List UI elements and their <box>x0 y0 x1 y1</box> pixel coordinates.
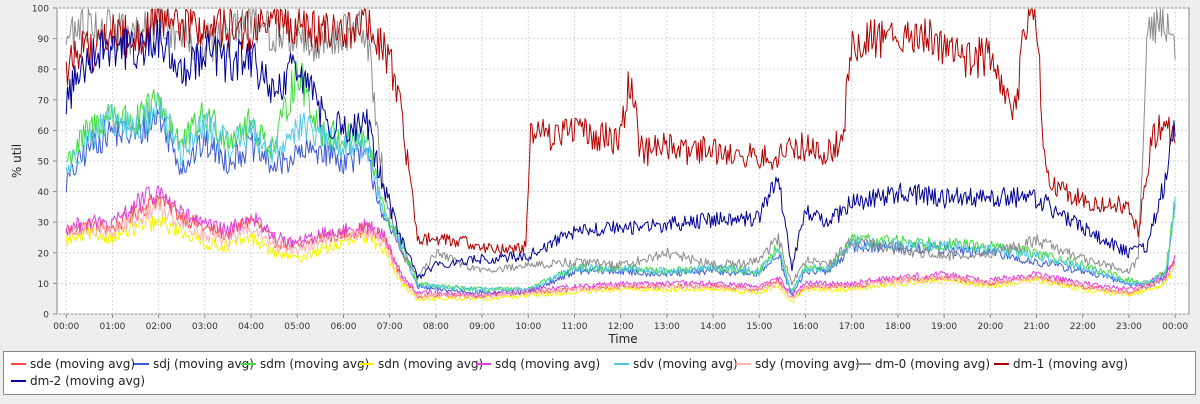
x-tick-label: 05:00 <box>284 322 310 332</box>
series-line-6 <box>65 94 1176 294</box>
x-tick-label: 16:00 <box>793 322 819 332</box>
x-tick-label: 19:00 <box>931 322 957 332</box>
legend-label: sdn (moving avg) <box>378 357 484 371</box>
y-tick-label: 50 <box>38 158 50 168</box>
grid-lines <box>57 7 1189 315</box>
legend-label: sdv (moving avg) <box>633 357 738 371</box>
y-tick-label: 80 <box>38 66 50 76</box>
series-layer <box>65 8 1176 304</box>
legend-swatch <box>134 363 149 365</box>
x-tick-label: 13:00 <box>654 322 680 332</box>
y-tick-label: 0 <box>43 311 49 321</box>
x-tick-label: 01:00 <box>99 322 125 332</box>
x-tick-label: 20:00 <box>977 322 1003 332</box>
axes: 0 10 20 30 40 50 60 70 80 90 100 00:00 01:00 02:00 03:… <box>32 5 1189 333</box>
x-tick-label: 18:00 <box>885 322 911 332</box>
y-tick-label: 20 <box>38 249 50 259</box>
legend-label: sde (moving avg) <box>30 357 136 371</box>
legend-swatch <box>994 363 1009 365</box>
x-tick-label: 06:00 <box>330 322 356 332</box>
series-line-8 <box>65 8 1176 286</box>
series-line-4 <box>65 215 1176 304</box>
x-tick-label: 12:00 <box>608 322 634 332</box>
x-axis-label: Time <box>607 332 637 346</box>
legend-swatch <box>11 363 26 365</box>
x-tick-label: 11:00 <box>562 322 588 332</box>
x-tick-label: 04:00 <box>238 322 264 332</box>
series-line-9 <box>65 8 1176 256</box>
y-tick-label: 30 <box>38 219 50 229</box>
legend-label: sdj (moving avg) <box>153 357 254 371</box>
legend-swatch <box>476 363 491 365</box>
legend-label: dm-2 (moving avg) <box>30 374 146 388</box>
legend-swatch <box>241 363 256 365</box>
x-tick-label: 15:00 <box>746 322 772 332</box>
x-tick-label: 08:00 <box>423 322 449 332</box>
legend-swatch <box>614 363 629 365</box>
x-tick-label: 22:00 <box>1070 322 1096 332</box>
x-tick-label: 10:00 <box>515 322 541 332</box>
legend: sde (moving avg) sdj (moving avg) sdm (mov… <box>3 351 1196 395</box>
x-tick-label: 21:00 <box>1024 322 1050 332</box>
series-line-2 <box>65 109 1176 296</box>
legend-label: sdm (moving avg) <box>260 357 370 371</box>
y-axis-label: % util <box>10 144 24 178</box>
x-tick-label: 00:00 <box>53 322 79 332</box>
y-tick-label: 70 <box>38 96 50 106</box>
legend-label: dm-1 (moving avg) <box>1013 357 1129 371</box>
series-line-10 <box>65 19 1176 279</box>
x-tick-label: 17:00 <box>839 322 865 332</box>
x-tick-label: 14:00 <box>700 322 726 332</box>
x-tick-label: 23:00 <box>1116 322 1142 332</box>
legend-swatch <box>11 380 26 382</box>
x-tick-label: 03:00 <box>192 322 218 332</box>
legend-label: dm-0 (moving avg) <box>875 357 991 371</box>
legend-label: sdy (moving avg) <box>755 357 860 371</box>
legend-swatch <box>856 363 871 365</box>
legend-label: sdq (moving avg) <box>495 357 601 371</box>
y-tick-label: 60 <box>38 127 50 137</box>
y-tick-label: 10 <box>38 280 50 290</box>
x-tick-label: 02:00 <box>146 322 172 332</box>
x-tick-label: 09:00 <box>469 322 495 332</box>
y-tick-label: 40 <box>38 188 50 198</box>
y-tick-label: 100 <box>32 5 49 15</box>
series-line-5 <box>65 185 1176 299</box>
legend-swatch <box>359 363 374 365</box>
series-line-7 <box>65 199 1176 299</box>
y-tick-label: 90 <box>38 35 50 45</box>
x-tick-label: 00:00 <box>1162 322 1188 332</box>
legend-swatch <box>736 363 751 365</box>
x-tick-label: 07:00 <box>377 322 403 332</box>
